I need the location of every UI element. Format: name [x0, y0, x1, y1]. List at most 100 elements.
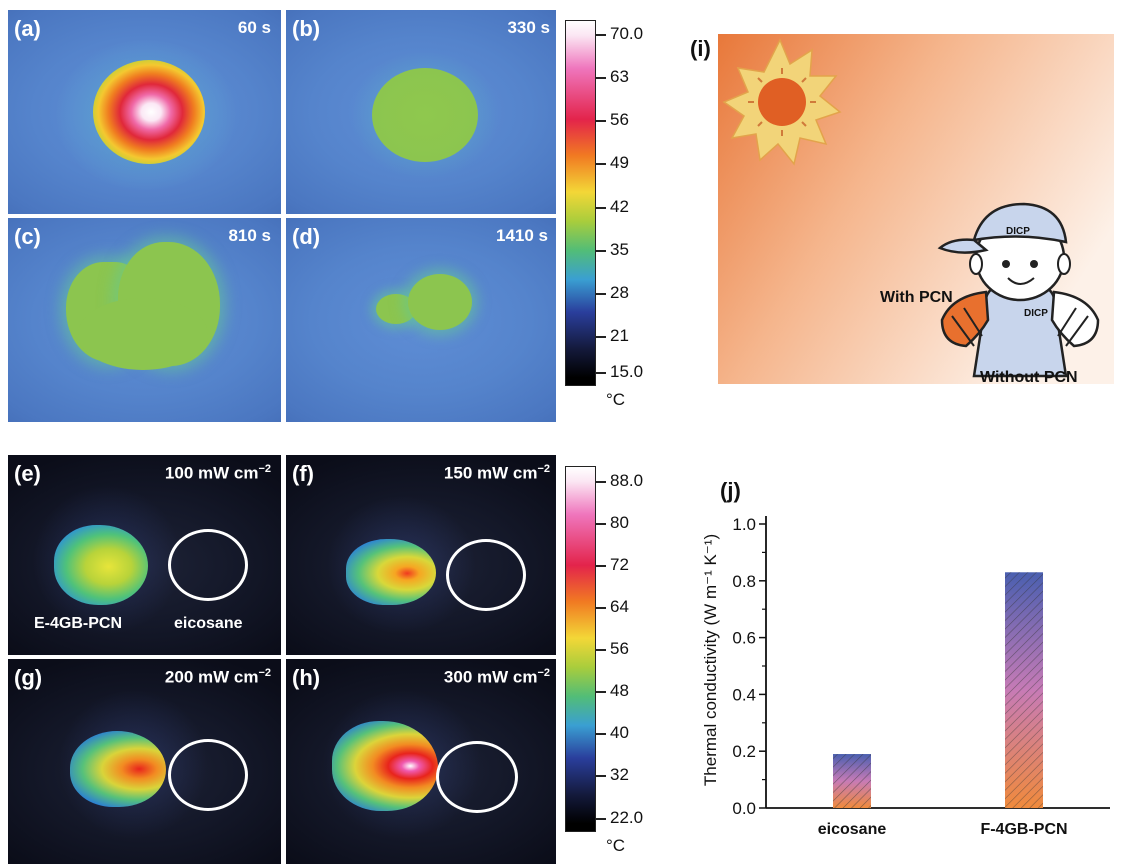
heat-spot [54, 525, 148, 605]
colorbar-tick-label: 15.0 [610, 362, 644, 381]
colorbar-tick-label: 32 [610, 765, 629, 784]
colorbar-tick-label: 49 [610, 153, 629, 172]
sample-label-right: eicosane [174, 615, 243, 632]
colorbar-tick-label: 56 [610, 110, 629, 129]
colorbar-tick [596, 565, 606, 567]
time-label: 330 s [507, 18, 550, 37]
colorbar-tick [596, 649, 606, 651]
colorbar-tick [596, 34, 606, 36]
heat-spot [346, 539, 436, 605]
panel-label: (i) [690, 36, 711, 61]
thermal-panel-h: (h) 300 mW cm−2 [286, 659, 556, 864]
bar-hatch [1005, 572, 1043, 808]
colorbar-tick [596, 207, 606, 209]
colorbar-tick [596, 293, 606, 295]
thermal-conductivity-chart: (j) Thermal conductivity (W m⁻¹ K⁻¹) 0.0… [701, 478, 1110, 838]
panel-label: (a) [14, 16, 41, 41]
kid-figure [937, 202, 1100, 378]
heat-spot [78, 298, 208, 370]
colorbar-tick-label: 48 [610, 681, 629, 700]
colorbar-tick-label: 80 [610, 513, 629, 532]
colorbar-tick-label: 28 [610, 283, 629, 302]
colorbar-unit: °C [606, 390, 626, 409]
cap [972, 202, 1068, 244]
colorbar-top [565, 20, 596, 386]
colorbar-tick-label: 70.0 [610, 24, 644, 43]
sun-icon [722, 38, 842, 166]
y-tick-label: 0.6 [732, 629, 756, 648]
colorbar-tick [596, 481, 606, 483]
thermal-panel-a: (a) 60 s [8, 10, 281, 214]
panel-label: (e) [14, 461, 41, 486]
eicosane-ring [168, 529, 248, 601]
eicosane-ring [446, 539, 526, 611]
colorbar-tick-label: 56 [610, 639, 629, 658]
colorbar-bottom [565, 466, 596, 832]
power-label: 150 mW cm−2 [443, 463, 550, 483]
y-axis-title: Thermal conductivity (W m⁻¹ K⁻¹) [701, 534, 720, 786]
power-label: 100 mW cm−2 [164, 463, 271, 483]
colorbar-tick [596, 336, 606, 338]
colorbar-tick [596, 691, 606, 693]
colorbar-tick [596, 733, 606, 735]
colorbar-tick [596, 120, 606, 122]
thermal-panel-f: (f) 150 mW cm−2 [286, 455, 556, 655]
y-tick-label: 0.0 [732, 799, 756, 818]
colorbar-tick [596, 163, 606, 165]
colorbar-tick-label: 35 [610, 240, 629, 259]
heat-spot [70, 731, 166, 807]
thermal-panel-c: (c) 810 s [8, 218, 281, 422]
power-label: 200 mW cm−2 [164, 667, 271, 687]
thermal-panel-b: (b) 330 s [286, 10, 556, 214]
panel-label: (c) [14, 224, 41, 249]
heat-spot [93, 60, 205, 164]
bar-hatch [833, 754, 871, 808]
colorbar-tick [596, 77, 606, 79]
colorbar-tick [596, 607, 606, 609]
thermal-panel-e: (e) 100 mW cm−2 E-4GB-PCN eicosane [8, 455, 281, 655]
illustration-panel: (i) DICP DICP With PCN Without PCN [690, 34, 1114, 386]
colorbar-tick-label: 88.0 [610, 471, 644, 490]
colorbar-tick [596, 523, 606, 525]
thermal-panel-d: (d) 1410 s [286, 218, 556, 422]
panel-label: (h) [292, 665, 321, 690]
without-pcn-label: Without PCN [980, 369, 1078, 386]
heat-spot [372, 68, 478, 162]
y-tick-label: 0.2 [732, 742, 756, 761]
y-tick-label: 0.4 [732, 685, 756, 704]
power-label: 300 mW cm−2 [443, 667, 550, 687]
sample-label-left: E-4GB-PCN [34, 615, 123, 632]
colorbar-tick-label: 40 [610, 723, 629, 742]
x-tick-label: eicosane [818, 821, 887, 838]
panel-label: (d) [292, 224, 321, 249]
heat-spot [332, 721, 438, 811]
time-label: 60 s [237, 18, 271, 37]
colorbar-tick [596, 250, 606, 252]
time-label: 1410 s [496, 226, 548, 245]
cap-text: DICP [1006, 226, 1030, 237]
left-sleeve [940, 290, 990, 348]
eicosane-ring [436, 741, 518, 813]
time-label: 810 s [228, 226, 271, 245]
y-tick-label: 0.8 [732, 572, 756, 591]
colorbar-tick-label: 42 [610, 197, 629, 216]
colorbar-tick-label: 21 [610, 326, 629, 345]
chart-panel-label: (j) [720, 478, 741, 503]
panel-label: (b) [292, 16, 321, 41]
panel-label: (g) [14, 665, 43, 690]
shirt-text: DICP [1024, 308, 1048, 319]
y-tick-label: 1.0 [732, 515, 756, 534]
colorbar-tick [596, 818, 606, 820]
colorbar-tick [596, 372, 606, 374]
x-tick-label: F-4GB-PCN [980, 821, 1067, 838]
heat-spot [408, 274, 472, 330]
colorbar-tick [596, 775, 606, 777]
right-sleeve [1050, 290, 1100, 348]
eicosane-ring [168, 739, 248, 811]
colorbar-tick-label: 72 [610, 555, 629, 574]
colorbar-unit: °C [606, 836, 626, 855]
with-pcn-label: With PCN [880, 289, 953, 306]
colorbar-tick-label: 63 [610, 67, 629, 86]
colorbar-tick-label: 22.0 [610, 808, 644, 827]
panel-label: (f) [292, 461, 314, 486]
